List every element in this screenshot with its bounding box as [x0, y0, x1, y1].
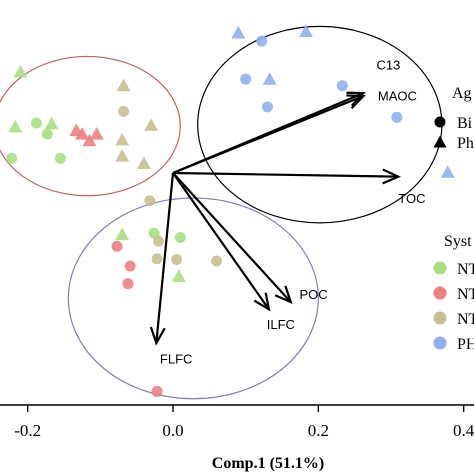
x-axis-title: Comp.1 (51.1%) [212, 455, 324, 472]
group-ellipses [0, 25, 443, 400]
loading-label-poc: POC [299, 287, 327, 302]
point-series3-2 [118, 105, 130, 117]
point-series4-8 [391, 111, 403, 123]
point-series1-1 [13, 64, 28, 78]
x-tick-label-1: -0.2 [14, 421, 41, 440]
x-axis: -0.2 0.0 0.2 0.4 [0, 404, 474, 440]
loading-arrow-poc-head [274, 285, 293, 305]
point-series1-3 [30, 117, 42, 129]
point-series2-4 [82, 133, 97, 147]
loading-arrow-c13-head [346, 91, 366, 107]
point-series1-7 [54, 152, 66, 164]
point-series4-9 [440, 165, 455, 178]
loading-arrow-toc-head [382, 168, 401, 185]
group-ellipse-3 [67, 197, 319, 400]
group-ellipse-1 [0, 55, 181, 197]
legend-swatch-2 [433, 286, 447, 300]
point-series3-4 [115, 132, 130, 146]
legend-swatch-3 [433, 311, 447, 325]
x-tick-label-2: 0.0 [162, 421, 183, 440]
legend-color-label-4: PH [457, 336, 474, 353]
legend-color-title: Syst [444, 233, 472, 250]
loading-label-maoc: MAOC [378, 88, 417, 103]
point-series2-2 [75, 127, 90, 140]
loading-labels: C13 MAOC TOC POC ILFC FLFC [160, 58, 426, 367]
legend-swatch-4 [433, 336, 447, 350]
point-series3-11 [211, 255, 223, 267]
point-series1-10 [174, 232, 186, 244]
point-series1-5 [41, 128, 53, 140]
point-series3-6 [136, 156, 151, 169]
loading-arrow-maoc [172, 95, 364, 175]
loading-arrows [149, 91, 401, 346]
point-series4-2 [256, 35, 268, 47]
legend-shape-label-2: Ph [457, 135, 474, 152]
loading-arrow-maoc-head [346, 94, 366, 110]
loading-arrow-toc [172, 171, 399, 178]
data-points [6, 24, 455, 397]
point-series4-7 [261, 101, 273, 113]
point-series1-4 [44, 116, 59, 130]
loading-label-flfc: FLFC [160, 352, 193, 367]
point-series3-5 [115, 149, 130, 162]
point-series3-7 [144, 195, 156, 207]
x-tick-label-4: 0.4 [453, 421, 474, 440]
loading-label-ilfc: ILFC [267, 317, 295, 332]
legend-color-label-3: NT [457, 311, 474, 328]
loading-arrow-poc [172, 172, 292, 303]
loading-arrow-flfc [155, 172, 175, 344]
point-series3-9 [151, 253, 163, 265]
point-series2-7 [122, 278, 134, 290]
point-series4-3 [298, 24, 313, 38]
legend-color-label-1: NT [457, 261, 474, 278]
loading-label-c13: C13 [376, 58, 400, 73]
point-series3-8 [152, 235, 164, 247]
loading-label-toc: TOC [398, 191, 425, 206]
point-series2-8 [151, 385, 163, 397]
point-series1-6 [6, 152, 18, 164]
x-tick-label-3: 0.2 [308, 421, 329, 440]
legend-marker-triangle [433, 135, 447, 148]
point-series4-4 [240, 73, 252, 85]
point-series2-3 [89, 127, 104, 140]
legend: Ag Bi Ph Syst NT NT NT PH [433, 85, 474, 353]
legend-color-label-2: NT [457, 286, 474, 303]
point-series1-9 [148, 227, 160, 239]
loading-arrow-flfc-head [149, 326, 166, 346]
point-series2-5 [111, 240, 123, 252]
point-series4-1 [231, 25, 246, 39]
loading-arrow-ilfc [172, 172, 270, 310]
legend-marker-circle [434, 116, 446, 128]
legend-shape-label-1: Bi [457, 115, 473, 132]
point-series4-5 [262, 72, 277, 85]
point-series3-1 [116, 78, 131, 92]
point-series4-6 [336, 80, 348, 92]
legend-shape-title: Ag [452, 85, 472, 102]
point-series1-11 [171, 269, 186, 282]
point-series1-2 [8, 119, 23, 133]
point-series1-8 [115, 227, 130, 241]
loading-arrow-ilfc-head [253, 292, 271, 312]
legend-swatch-1 [433, 261, 447, 275]
point-series2-6 [124, 260, 136, 272]
point-series3-10 [171, 253, 183, 265]
point-series3-3 [144, 118, 159, 131]
